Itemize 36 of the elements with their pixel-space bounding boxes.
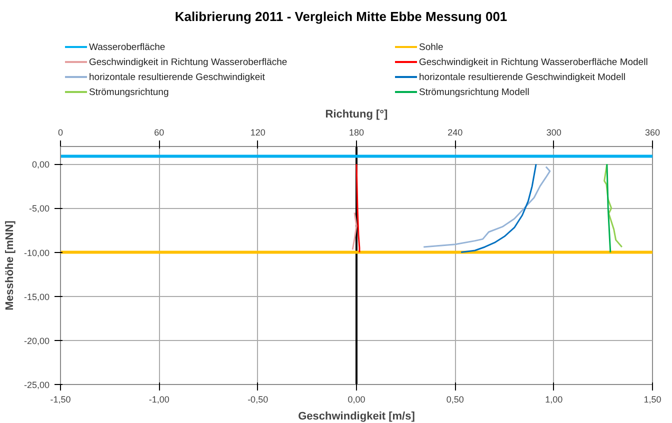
y-tick-label: -10,00 xyxy=(24,247,50,258)
x-tick-label: -1,00 xyxy=(148,394,170,404)
chart-title: Kalibrierung 2011 - Vergleich Mitte Ebbe Messung 001 xyxy=(174,9,508,24)
legend-label: Strömungsrichtung xyxy=(89,86,169,98)
x2-tick-label: 180 xyxy=(348,127,364,138)
y-tick-label: -20,00 xyxy=(24,336,50,346)
legend-label: Sohle xyxy=(419,42,444,53)
x2-axis-title: Richtung [°] xyxy=(325,108,388,120)
legend-label: horizontale resultierende Geschwindigkeit Modell xyxy=(419,72,626,83)
y-tick-label: -25,00 xyxy=(24,380,50,390)
y-tick-label: 0,00 xyxy=(32,159,50,170)
x-tick-label: 0,50 xyxy=(446,394,464,404)
x-tick-label: 0,00 xyxy=(348,394,366,404)
x-tick-label: -0,50 xyxy=(248,394,268,404)
x2-tick-label: 360 xyxy=(644,127,660,138)
y-tick-label: -5,00 xyxy=(28,203,50,214)
legend-label: Wasseroberfläche xyxy=(89,42,166,53)
x-tick-label: 1,50 xyxy=(644,394,662,404)
x2-tick-label: 300 xyxy=(546,127,562,138)
legend-label: horizontale resultierende Geschwindigkeit xyxy=(89,72,265,83)
y-tick-label: -15,00 xyxy=(24,291,50,302)
x-tick-label: -1,50 xyxy=(50,394,71,404)
line-series xyxy=(460,163,537,253)
line-series xyxy=(422,166,551,248)
x2-tick-label: 240 xyxy=(448,127,463,138)
line-series xyxy=(352,212,358,250)
x2-tick-label: 120 xyxy=(250,127,266,138)
x2-tick-label: 0 xyxy=(58,127,64,138)
legend-label: Strömungsrichtung Modell xyxy=(419,86,530,98)
y-axis-title: Messhöhe [mNN] xyxy=(4,220,16,310)
legend-label: Geschwindigkeit in Richtung Wasseroberfläche xyxy=(89,56,288,68)
x2-tick-label: 60 xyxy=(154,127,164,138)
line-series xyxy=(356,163,360,253)
x-tick-label: 1,00 xyxy=(545,394,563,404)
legend-label: Geschwindigkeit in Richtung Wasseroberfläche Modell xyxy=(419,56,648,68)
x-axis-title: Geschwindigkeit [m/s] xyxy=(298,410,416,422)
